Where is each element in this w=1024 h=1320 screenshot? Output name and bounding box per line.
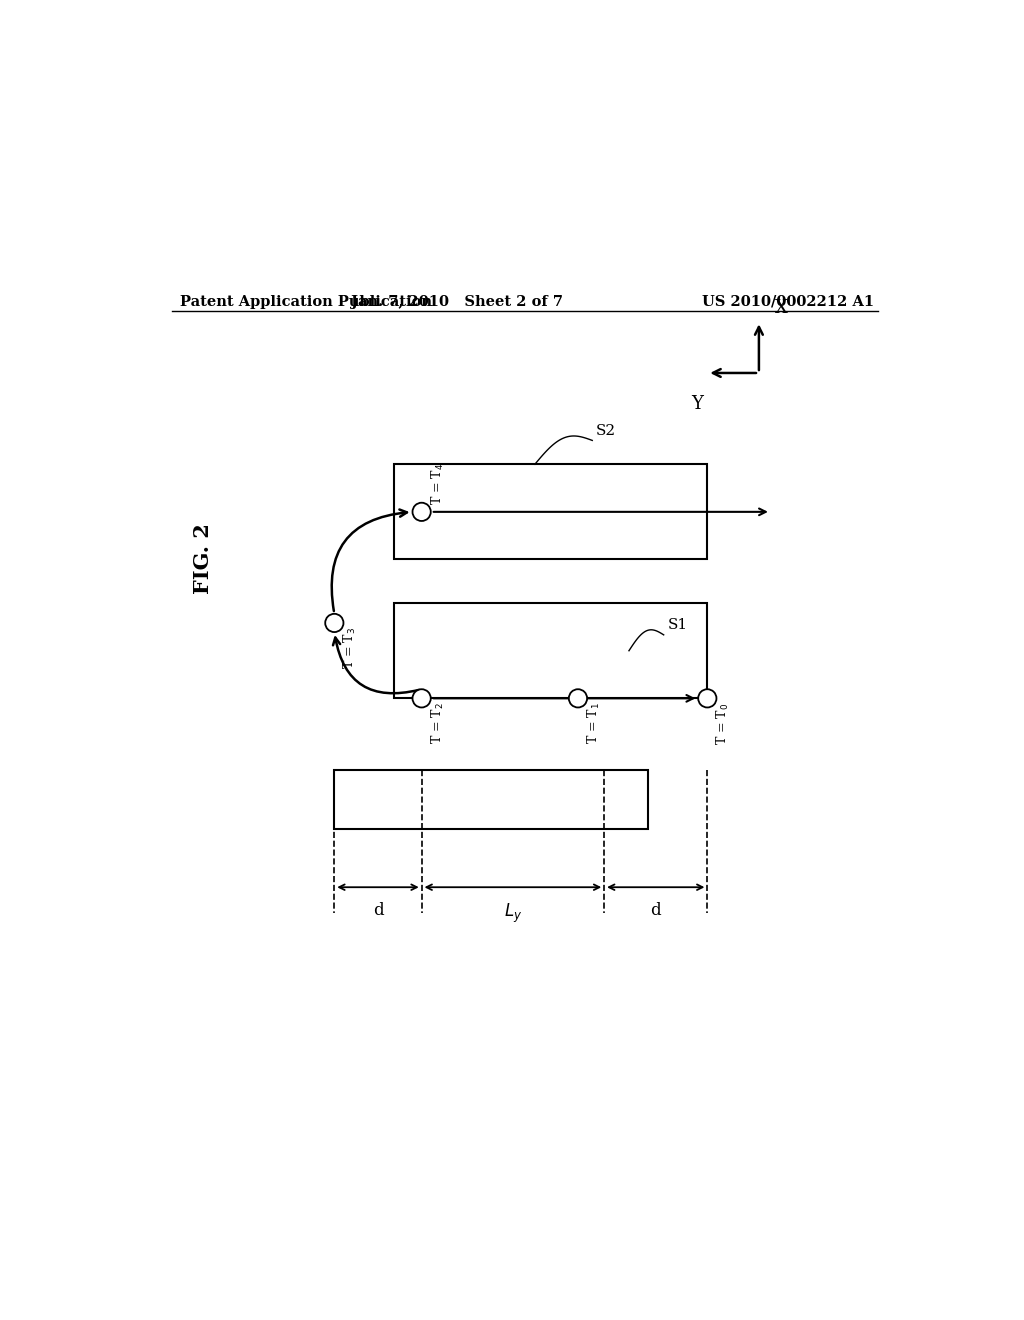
Text: T = T$_1$: T = T$_1$ <box>586 702 602 744</box>
Text: Y: Y <box>691 395 703 413</box>
Text: d: d <box>650 902 662 919</box>
Bar <box>334 770 648 829</box>
Circle shape <box>698 689 717 708</box>
Bar <box>394 603 708 698</box>
Text: $L_y$: $L_y$ <box>504 902 522 925</box>
Text: X: X <box>775 300 787 317</box>
Text: T = T$_3$: T = T$_3$ <box>342 627 358 669</box>
Text: Jan. 7, 2010   Sheet 2 of 7: Jan. 7, 2010 Sheet 2 of 7 <box>351 294 563 309</box>
Text: T = T$_0$: T = T$_0$ <box>715 702 731 744</box>
Text: d: d <box>373 902 383 919</box>
Circle shape <box>413 689 431 708</box>
Text: T = T$_2$: T = T$_2$ <box>430 702 445 744</box>
Text: T = T$_4$: T = T$_4$ <box>430 463 445 506</box>
Circle shape <box>569 689 587 708</box>
Text: Patent Application Publication: Patent Application Publication <box>179 294 431 309</box>
Circle shape <box>326 614 343 632</box>
Circle shape <box>413 503 431 521</box>
Bar <box>394 465 708 560</box>
Text: FIG. 2: FIG. 2 <box>194 523 213 594</box>
Text: S1: S1 <box>668 619 688 632</box>
Text: US 2010/0002212 A1: US 2010/0002212 A1 <box>701 294 873 309</box>
Text: S2: S2 <box>596 424 616 438</box>
